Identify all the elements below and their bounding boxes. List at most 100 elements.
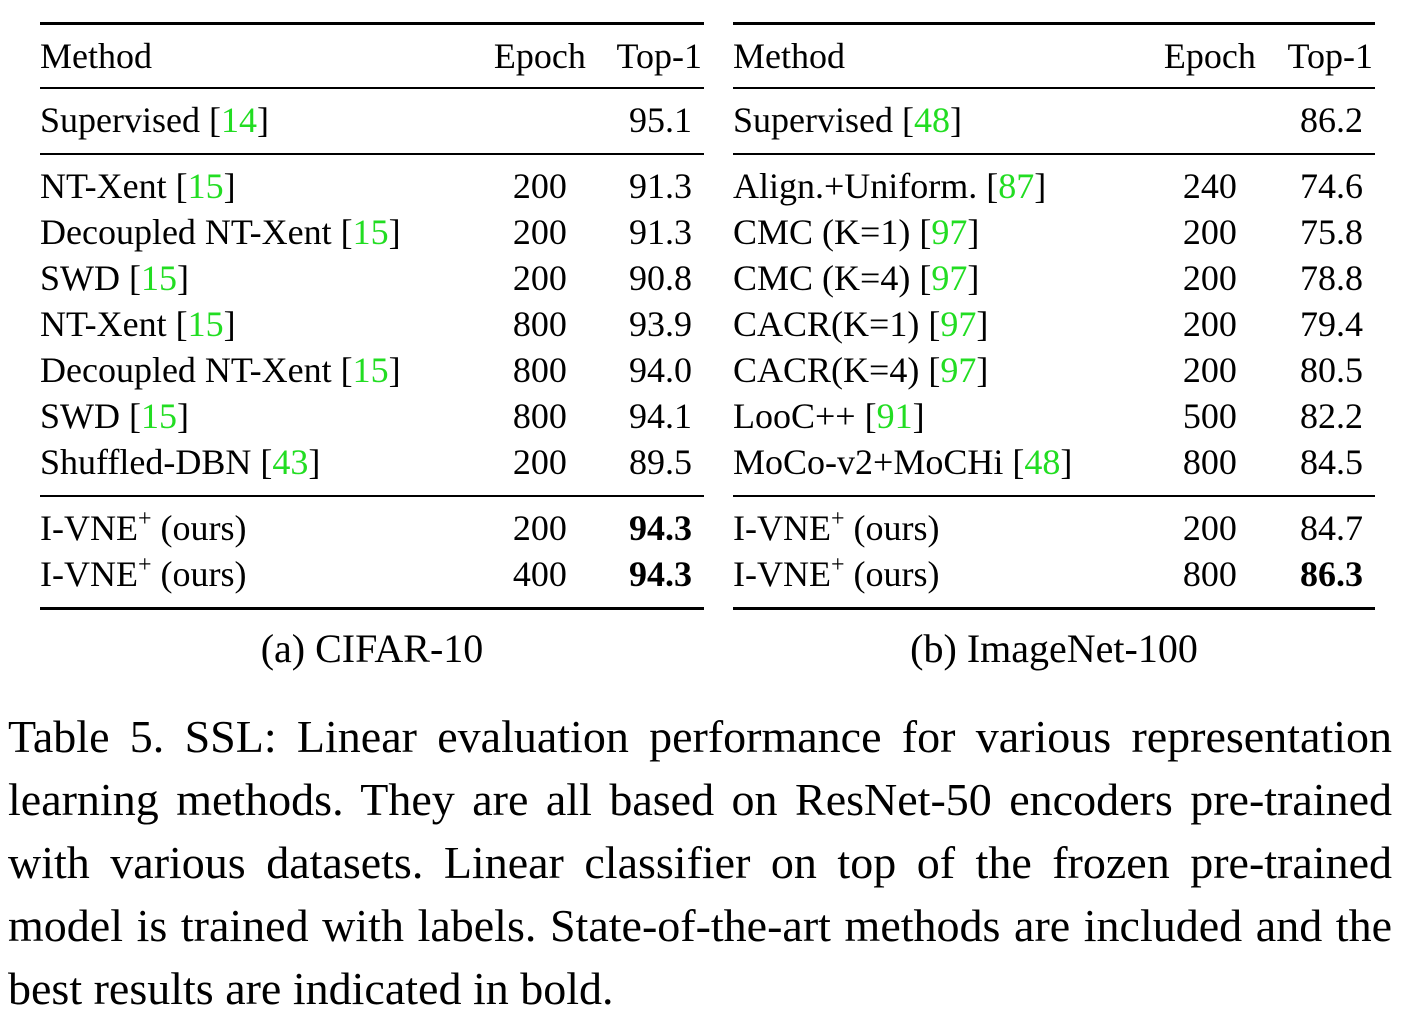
row-group: I-VNE+ (ours) 200 84.7 I-VNE+ (ours) 800 86.3: [733, 496, 1375, 609]
citation-link[interactable]: 97: [940, 350, 977, 390]
epoch-cell: 800: [512, 304, 567, 344]
epoch-cell: 200: [1182, 212, 1237, 252]
top1-cell: 94.3: [629, 508, 692, 548]
citation-link[interactable]: 15: [141, 258, 177, 298]
epoch-cell: 200: [1182, 258, 1237, 298]
epoch-cell: 240: [1182, 166, 1237, 206]
table-row: I-VNE+ (ours) 200 94.3: [40, 496, 704, 551]
citation-link[interactable]: 48: [1024, 442, 1061, 482]
method-cell: MoCo-v2+MoCHi [48]: [733, 442, 1073, 482]
epoch-cell: 400: [512, 554, 567, 594]
top1-cell: 94.3: [629, 554, 692, 594]
citation-link[interactable]: 48: [913, 100, 950, 140]
method-name: Align.+Uniform.: [733, 166, 978, 206]
method-name: CACR(K=1): [733, 304, 920, 344]
column-header-top1: Top-1: [1287, 36, 1373, 76]
method-cell: CMC (K=1) [97]: [733, 212, 980, 252]
top1-cell: 82.2: [1300, 396, 1363, 436]
epoch-cell: 200: [512, 442, 567, 482]
epoch-cell: 200: [512, 166, 567, 206]
top1-cell: 84.5: [1300, 442, 1363, 482]
method-suffix: (ours): [853, 508, 940, 548]
column-header-epoch: Epoch: [493, 36, 586, 76]
epoch-cell: 200: [1182, 350, 1237, 390]
method-cell: I-VNE+ (ours): [40, 551, 483, 609]
top1-cell: 89.5: [629, 442, 692, 482]
table-row: SWD [15] 800 94.1: [40, 393, 704, 439]
method-cell: I-VNE+ (ours): [40, 496, 483, 551]
citation-link[interactable]: 14: [220, 100, 257, 140]
table-row: Decoupled NT-Xent [15] 200 91.3: [40, 209, 704, 255]
method-name: SWD: [40, 396, 120, 436]
citation-link[interactable]: 15: [141, 396, 177, 436]
table-row: CACR(K=4) [97] 200 80.5: [733, 347, 1375, 393]
table-row: NT-Xent [15] 200 91.3: [40, 154, 704, 209]
top1-cell: 79.4: [1300, 304, 1363, 344]
row-group: Supervised [48] 86.2: [733, 88, 1375, 154]
header-row: Method Epoch Top-1: [733, 23, 1375, 88]
table-row: LooC++ [91] 500 82.2: [733, 393, 1375, 439]
citation-link[interactable]: 15: [352, 350, 389, 390]
table-row: I-VNE+ (ours) 800 86.3: [733, 551, 1375, 609]
table-row: Supervised [48] 86.2: [733, 88, 1375, 154]
citation-link[interactable]: 43: [272, 442, 309, 482]
method-name: Decoupled NT-Xent: [40, 212, 332, 252]
citation-link[interactable]: 87: [998, 166, 1035, 206]
method-superscript: +: [137, 552, 152, 578]
row-group: I-VNE+ (ours) 200 94.3 I-VNE+ (ours) 400 94.3: [40, 496, 704, 609]
citation-link[interactable]: 15: [352, 212, 389, 252]
citation-link[interactable]: 91: [876, 396, 913, 436]
epoch-cell: 200: [512, 508, 567, 548]
top1-cell: 80.5: [1300, 350, 1363, 390]
method-cell: Supervised [48]: [733, 100, 962, 140]
citation-link[interactable]: 15: [187, 166, 224, 206]
citation-link[interactable]: 97: [931, 212, 968, 252]
method-name: I-VNE: [733, 508, 831, 548]
citation-link[interactable]: 15: [187, 304, 224, 344]
table-row: Decoupled NT-Xent [15] 800 94.0: [40, 347, 704, 393]
row-group: NT-Xent [15] 200 91.3 Decoupled NT-Xent [15…: [40, 154, 704, 496]
column-header-method: Method: [40, 36, 152, 76]
method-superscript: +: [830, 552, 845, 578]
table-row: CMC (K=4) [97] 200 78.8: [733, 255, 1375, 301]
column-header-top1: Top-1: [616, 36, 702, 76]
table-row: I-VNE+ (ours) 200 84.7: [733, 496, 1375, 551]
epoch-cell: 200: [1182, 304, 1237, 344]
method-cell: Shuffled-DBN [43]: [40, 442, 321, 482]
method-cell: SWD [15]: [40, 258, 189, 298]
method-name: I-VNE: [733, 554, 831, 594]
top1-cell: 95.1: [629, 100, 692, 140]
method-name: LooC++: [733, 396, 856, 436]
method-name: I-VNE: [40, 554, 138, 594]
column-header-epoch: Epoch: [1163, 36, 1256, 76]
epoch-cell: 500: [1182, 396, 1237, 436]
method-name: CACR(K=4): [733, 350, 920, 390]
top1-cell: 86.2: [1300, 100, 1363, 140]
method-cell: Align.+Uniform. [87]: [733, 166, 1047, 206]
epoch-cell: 200: [512, 258, 567, 298]
method-suffix: (ours): [160, 554, 247, 594]
top1-cell: 78.8: [1300, 258, 1363, 298]
epoch-cell: [1153, 88, 1267, 154]
method-suffix: (ours): [160, 508, 247, 548]
epoch-cell: 800: [512, 396, 567, 436]
method-superscript: +: [830, 506, 845, 532]
method-name: SWD: [40, 258, 120, 298]
top1-cell: 94.1: [629, 396, 692, 436]
method-cell: LooC++ [91]: [733, 396, 925, 436]
imagenet100-subcaption: (b) ImageNet-100: [910, 626, 1198, 671]
cifar10-subcaption: (a) CIFAR-10: [260, 626, 484, 671]
method-cell: I-VNE+ (ours): [733, 496, 1153, 551]
table-row: SWD [15] 200 90.8: [40, 255, 704, 301]
method-cell: Decoupled NT-Xent [15]: [40, 350, 401, 390]
row-group: Supervised [14] 95.1: [40, 88, 704, 154]
imagenet100-table: Method Epoch Top-1 Supervised [48] 86.2 Align…: [733, 22, 1375, 610]
table-row: Supervised [14] 95.1: [40, 88, 704, 154]
top1-cell: 90.8: [629, 258, 692, 298]
table-row: I-VNE+ (ours) 400 94.3: [40, 551, 704, 609]
row-group: Align.+Uniform. [87] 240 74.6 CMC (K=1) [97…: [733, 154, 1375, 496]
header-row: Method Epoch Top-1: [40, 23, 704, 88]
citation-link[interactable]: 97: [931, 258, 968, 298]
citation-link[interactable]: 97: [940, 304, 977, 344]
method-name: CMC (K=4): [733, 258, 911, 298]
